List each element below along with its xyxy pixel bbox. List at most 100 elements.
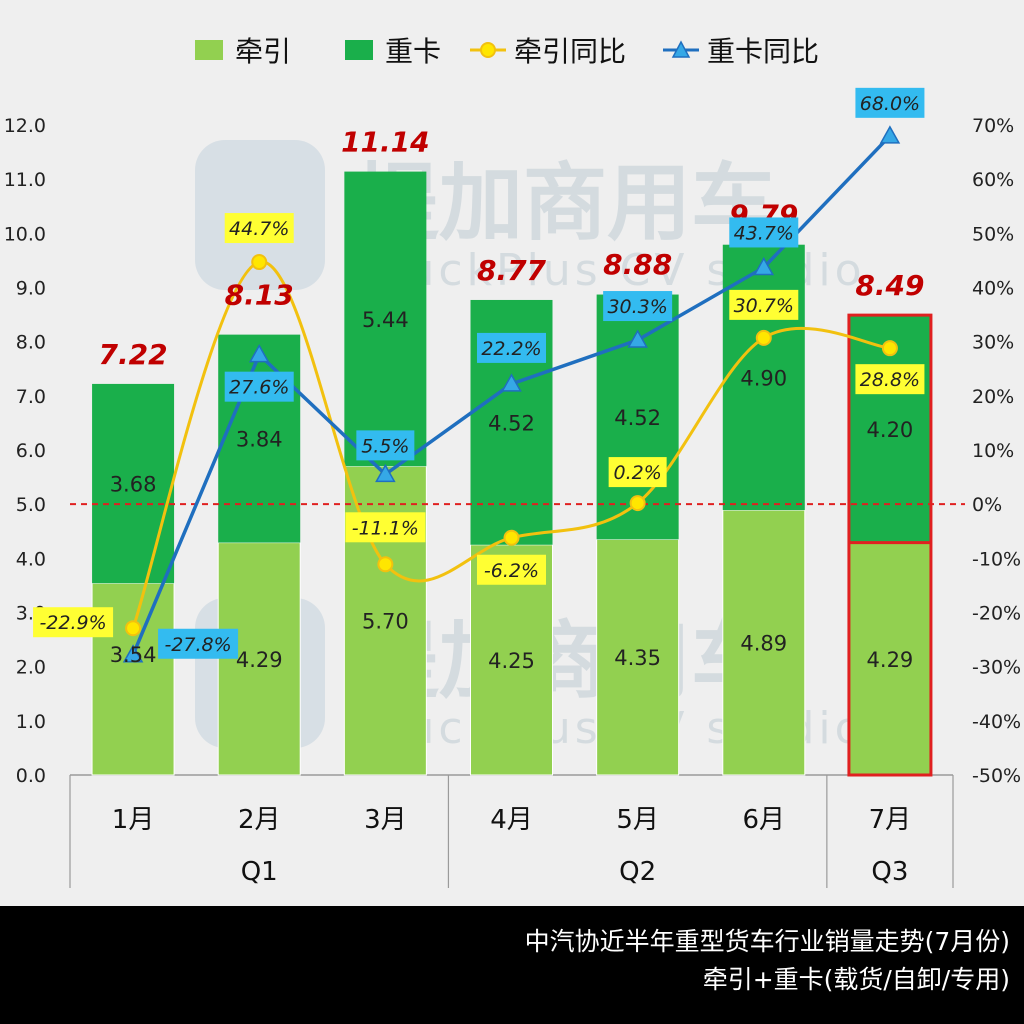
tractor-yoy-label: 30.7% xyxy=(734,295,794,317)
y2-tick-label: 40% xyxy=(972,278,1014,300)
legend-marker-2 xyxy=(480,42,496,58)
tractor-value-label: 4.89 xyxy=(740,632,787,656)
caption-bar: 中汽协近半年重型货车行业销量走势(7月份) 牵引+重卡(载货/自卸/专用) xyxy=(0,906,1024,1024)
caption-title: 中汽协近半年重型货车行业销量走势(7月份) xyxy=(524,927,1010,956)
tractor-yoy-label: 0.2% xyxy=(614,462,662,484)
tractor-yoy-label: 44.7% xyxy=(229,218,289,240)
truck-yoy-label-bg xyxy=(158,628,239,659)
tractor-yoy-label-bg xyxy=(33,607,114,638)
x-tick-label: 1月 xyxy=(112,805,155,835)
tractor-yoy-line xyxy=(131,260,891,629)
tractor-yoy-point-7月 xyxy=(881,340,898,357)
truck-yoy-label-bg xyxy=(729,217,799,248)
quarter-label: Q3 xyxy=(871,857,908,887)
total-label: 11.14 xyxy=(341,126,430,159)
legend-label-1: 重卡 xyxy=(385,35,441,68)
total-label: 8.49 xyxy=(855,269,924,302)
tractor-yoy-label-bg xyxy=(345,512,426,543)
y-tick-label: 9.0 xyxy=(16,278,46,300)
truck-yoy-point-3月 xyxy=(375,463,396,483)
truck-value-label: 5.44 xyxy=(362,308,409,332)
caption-subtitle: 牵引+重卡(载货/自卸/专用) xyxy=(702,965,1010,994)
truck-yoy-point-2月 xyxy=(248,344,270,363)
legend-label-2: 牵引同比 xyxy=(514,35,626,68)
y-tick-label: 6.0 xyxy=(16,440,46,462)
bar-truck-1月 xyxy=(92,383,175,584)
y2-tick-label: 30% xyxy=(972,332,1014,354)
legend-swatch-1 xyxy=(345,40,373,60)
truck-value-label: 4.20 xyxy=(867,418,914,442)
y-tick-label: 2.0 xyxy=(16,657,46,679)
tractor-yoy-label: -6.2% xyxy=(484,560,539,582)
truck-yoy-point-6月 xyxy=(753,256,775,276)
truck-yoy-label-bg xyxy=(603,291,673,322)
truck-yoy-label: 30.3% xyxy=(607,296,667,318)
truck-yoy-label-bg xyxy=(477,332,546,363)
legend-label-0: 牵引 xyxy=(235,35,291,68)
truck-yoy-label-bg xyxy=(356,430,415,461)
tractor-yoy-label-bg xyxy=(224,213,294,244)
truck-yoy-label-bg xyxy=(855,87,925,118)
truck-yoy-label: 22.2% xyxy=(481,338,541,360)
truck-value-label: 4.52 xyxy=(614,406,661,430)
tractor-yoy-point-5月 xyxy=(629,495,646,512)
yoy-lines xyxy=(122,125,901,663)
total-label: 8.13 xyxy=(225,279,294,312)
tractor-yoy-point-4月 xyxy=(503,529,520,546)
y2-tick-label: 0% xyxy=(972,494,1002,516)
axes: 0.01.02.03.04.05.06.07.08.09.010.011.012… xyxy=(4,115,1021,888)
truck-yoy-label: 68.0% xyxy=(860,93,920,115)
tractor-value-label: 5.70 xyxy=(362,610,409,634)
y2-tick-label: 50% xyxy=(972,223,1014,245)
y2-tick-label: 70% xyxy=(972,115,1014,137)
bar-truck-2月 xyxy=(218,334,301,543)
y2-tick-label: -30% xyxy=(972,657,1021,679)
truck-yoy-label: -27.8% xyxy=(164,634,231,656)
legend-marker-3 xyxy=(671,40,691,58)
truck-value-label: 4.90 xyxy=(740,366,787,390)
tractor-yoy-label-bg xyxy=(608,457,667,488)
bar-tractor-6月 xyxy=(722,509,806,776)
x-tick-label: 5月 xyxy=(616,805,659,835)
y-tick-label: 1.0 xyxy=(16,711,46,733)
truck-value-label: 4.52 xyxy=(488,411,535,435)
tractor-yoy-point-1月 xyxy=(125,620,142,637)
quarter-label: Q1 xyxy=(241,857,278,887)
y-tick-label: 11.0 xyxy=(4,169,46,191)
tractor-yoy-point-3月 xyxy=(377,556,394,573)
y2-tick-label: -50% xyxy=(972,765,1021,787)
y-tick-label: 12.0 xyxy=(4,115,46,137)
y-tick-label: 10.0 xyxy=(4,223,46,245)
truck-yoy-label: 43.7% xyxy=(734,222,794,244)
legend-swatch-0 xyxy=(195,40,223,60)
tractor-yoy-label-bg xyxy=(855,364,925,395)
x-tick-label: 2月 xyxy=(238,805,281,835)
truck-yoy-point-5月 xyxy=(627,329,648,348)
quarter-label: Q2 xyxy=(619,857,656,887)
y-tick-label: 0.0 xyxy=(16,765,46,787)
y-tick-label: 7.0 xyxy=(16,386,46,408)
x-tick-label: 3月 xyxy=(364,805,407,835)
tractor-yoy-label-bg xyxy=(729,289,799,320)
bar-truck-6月 xyxy=(722,244,805,511)
bar-truck-3月 xyxy=(344,171,427,467)
x-tick-label: 6月 xyxy=(743,805,786,835)
total-label: 7.22 xyxy=(99,338,168,371)
y2-tick-label: -10% xyxy=(972,548,1021,570)
data-labels: 3.54 3.68 4.29 3.84 5.70 5.44 4.25 4.52 4.35 4.52… xyxy=(33,87,925,673)
y2-tick-label: -40% xyxy=(972,711,1021,733)
y2-tick-label: 20% xyxy=(972,386,1014,408)
tractor-value-label: 4.29 xyxy=(236,648,283,672)
tractor-value-label: 4.25 xyxy=(488,649,535,673)
total-label: 8.77 xyxy=(477,254,547,287)
truck-yoy-point-7月 xyxy=(879,125,901,144)
truck-yoy-point-1月 xyxy=(122,644,144,663)
tractor-yoy-label: -11.1% xyxy=(352,517,419,539)
tractor-yoy-point-6月 xyxy=(755,329,772,346)
y2-tick-label: -20% xyxy=(972,603,1021,625)
tractor-value-label: 3.54 xyxy=(110,643,157,667)
legend-label-3: 重卡同比 xyxy=(707,35,819,68)
tractor-value-label: 4.29 xyxy=(867,648,914,672)
y2-tick-label: 10% xyxy=(972,440,1014,462)
